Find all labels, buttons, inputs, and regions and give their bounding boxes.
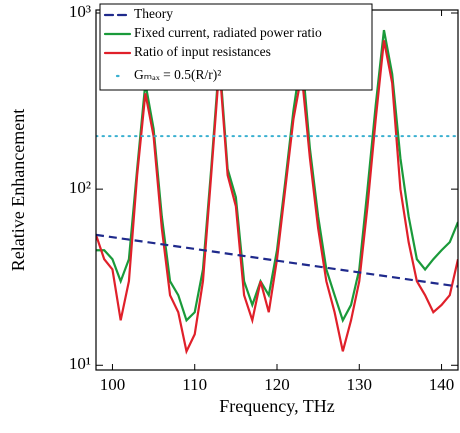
x-tick-label: 130	[347, 375, 373, 394]
x-tick-label: 100	[100, 375, 126, 394]
legend-label: Theory	[134, 6, 173, 21]
y-tick-label: 10¹	[69, 354, 91, 373]
x-tick-label: 140	[429, 375, 455, 394]
legend-box	[99, 3, 373, 91]
x-axis-title: Frequency, THz	[219, 396, 334, 416]
x-tick-label: 110	[182, 375, 207, 394]
legend-label: Gₘₐₓ = 0.5(R/r)²	[134, 67, 221, 82]
x-tick-label: 120	[264, 375, 290, 394]
series-line	[96, 40, 458, 355]
legend-label: Ratio of input resistances	[134, 44, 271, 59]
y-axis-title: Relative Enhancement	[8, 109, 28, 271]
legend: Theory Fixed current, radiated power rati…	[99, 3, 373, 91]
y-tick-label: 10³	[69, 2, 91, 21]
series-line	[96, 233, 458, 288]
y-tick-label: 10²	[69, 178, 91, 197]
legend-label: Fixed current, radiated power ratio	[134, 25, 322, 40]
